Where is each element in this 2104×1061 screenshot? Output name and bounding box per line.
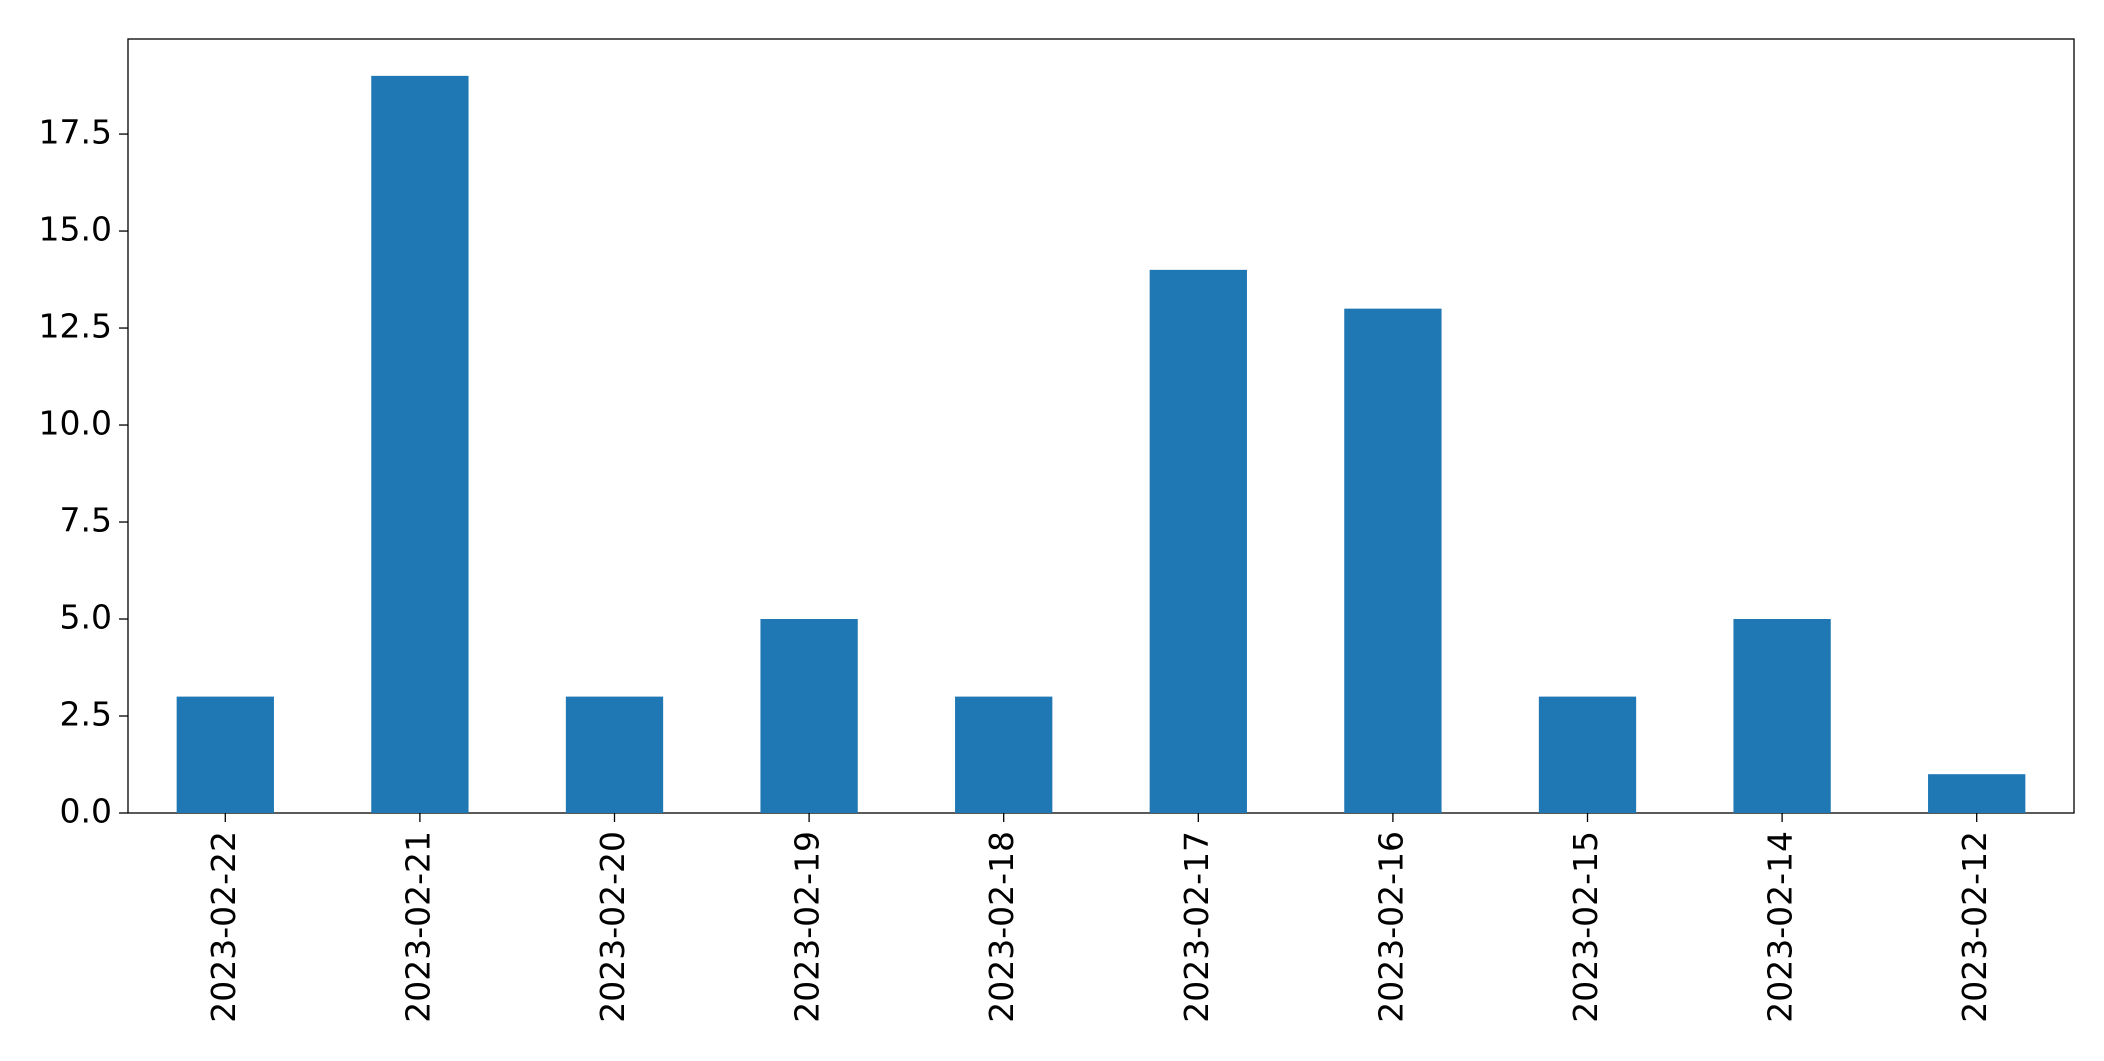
bar: [760, 619, 858, 813]
x-tick-label: 2023-02-15: [1566, 831, 1605, 1023]
x-tick-label: 2023-02-19: [788, 831, 827, 1023]
bar: [565, 696, 664, 813]
bar: [1928, 774, 2026, 813]
x-tick-label: 2023-02-22: [204, 831, 243, 1023]
y-tick-label: 15.0: [39, 210, 112, 249]
bar: [1149, 269, 1247, 813]
bar: [1538, 696, 1637, 813]
bar: [1344, 308, 1442, 813]
y-tick-label: 17.5: [39, 113, 112, 152]
y-tick-label: 5.0: [60, 598, 112, 637]
x-tick-label: 2023-02-14: [1761, 831, 1800, 1023]
y-tick-label: 12.5: [39, 307, 112, 346]
x-tick-label: 2023-02-12: [1955, 831, 1994, 1023]
x-tick-label: 2023-02-18: [982, 831, 1021, 1023]
y-tick-label: 0.0: [60, 792, 112, 831]
bar: [176, 696, 274, 813]
x-tick-label: 2023-02-21: [398, 831, 437, 1023]
y-tick-label: 2.5: [60, 695, 112, 734]
y-tick-label: 7.5: [60, 501, 112, 540]
y-tick-label: 10.0: [39, 404, 112, 443]
bar: [1733, 619, 1831, 813]
x-tick-label: 2023-02-16: [1371, 831, 1410, 1023]
x-tick-label: 2023-02-20: [593, 831, 632, 1023]
x-tick-label: 2023-02-17: [1177, 831, 1216, 1023]
bar: [955, 696, 1053, 813]
plot-frame: [127, 38, 2075, 814]
bar: [371, 75, 469, 814]
